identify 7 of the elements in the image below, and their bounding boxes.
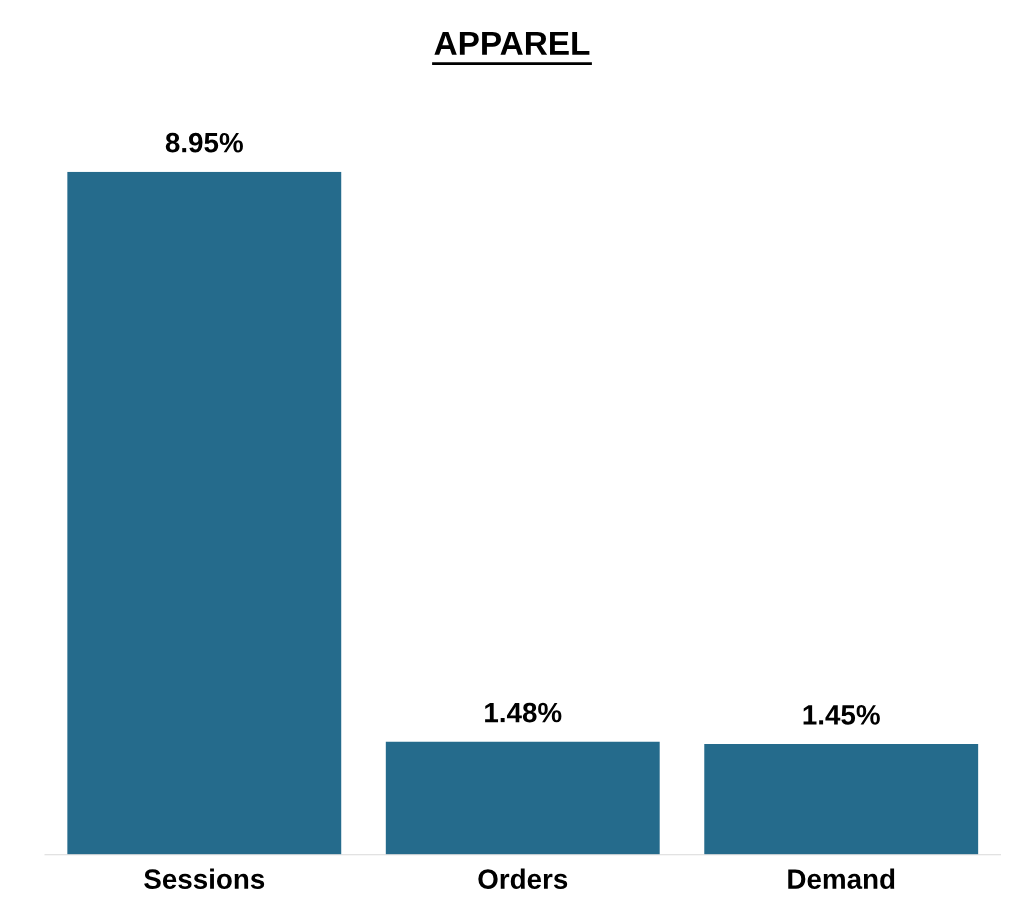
chart-title: APPAREL [434, 31, 590, 55]
x-tick-label: Orders [478, 868, 568, 889]
x-tick-label: Sessions [144, 868, 265, 889]
data-label: 8.95% [165, 132, 243, 153]
data-label: 1.48% [485, 702, 562, 723]
x-tick-label: Demand [788, 868, 895, 889]
data-label: 1.45% [803, 705, 880, 725]
